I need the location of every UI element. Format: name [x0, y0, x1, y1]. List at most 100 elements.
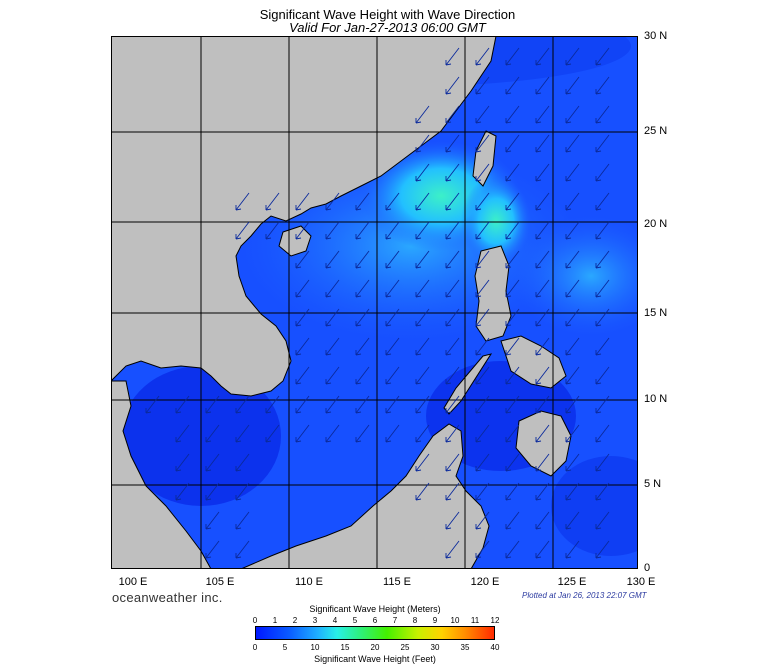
wave-arrow	[445, 134, 460, 153]
wave-arrow	[505, 540, 520, 559]
colorbar	[255, 626, 495, 640]
borneo	[240, 423, 490, 569]
wave-arrow	[595, 279, 610, 298]
wave-arrow	[295, 279, 310, 298]
wave-arrow	[535, 47, 550, 66]
wave-arrow	[445, 424, 460, 443]
colorbar-title-meters: Significant Wave Height (Meters)	[309, 604, 441, 614]
wave-arrow	[535, 279, 550, 298]
wave-arrow	[325, 366, 340, 385]
wave-arrow	[505, 134, 520, 153]
wave-arrow	[475, 366, 490, 385]
wave-arrow	[415, 395, 430, 414]
wave-arrow	[475, 250, 490, 269]
wave-arrow	[445, 163, 460, 182]
wave-arrow	[565, 279, 580, 298]
wave-arrow	[295, 366, 310, 385]
wave-arrow	[535, 76, 550, 95]
wave-arrow	[595, 105, 610, 124]
wave-arrow	[505, 308, 520, 327]
wave-arrow	[325, 337, 340, 356]
mainland-asia	[111, 36, 497, 397]
wave-arrow	[355, 395, 370, 414]
wave-arrow	[415, 250, 430, 269]
wave-arrow	[505, 395, 520, 414]
wave-arrow	[505, 424, 520, 443]
chart-title: Significant Wave Height with Wave Direct…	[259, 7, 516, 22]
wave-arrow	[205, 395, 220, 414]
wave-arrow	[475, 482, 490, 501]
wave-arrow	[205, 453, 220, 472]
wave-arrow	[535, 453, 550, 472]
wave-arrow	[505, 453, 520, 472]
wave-arrow	[535, 424, 550, 443]
wave-arrow	[475, 453, 490, 472]
colorbar-meter-tick: 12	[490, 616, 500, 625]
colorbar-meter-tick: 3	[312, 616, 318, 625]
map-frame	[111, 36, 638, 569]
wave-arrow	[505, 279, 520, 298]
wave-arrow	[235, 395, 250, 414]
wave-arrow	[475, 76, 490, 95]
wave-arrow	[415, 279, 430, 298]
wave-arrow	[565, 221, 580, 240]
wave-arrow	[415, 163, 430, 182]
wave-arrow	[595, 511, 610, 530]
wave-arrow	[325, 279, 340, 298]
wave-arrow	[475, 511, 490, 530]
wave-arrow	[385, 424, 400, 443]
wave-arrow	[265, 192, 280, 211]
wave-arrow	[235, 540, 250, 559]
colorbar-meter-tick: 7	[392, 616, 398, 625]
colorbar-meter-tick: 2	[292, 616, 298, 625]
land	[111, 36, 572, 569]
wave-arrow	[565, 482, 580, 501]
wave-arrow	[595, 366, 610, 385]
colorbar-meter-tick: 6	[372, 616, 378, 625]
wave-arrow	[235, 192, 250, 211]
colorbar-feet-tick: 5	[282, 643, 288, 652]
wave-arrow	[505, 337, 520, 356]
wave-arrow	[535, 250, 550, 269]
plotted-timestamp: Plotted at Jan 26, 2013 22:07 GMT	[522, 591, 647, 600]
wave-arrow	[535, 540, 550, 559]
wave-arrow	[565, 105, 580, 124]
wave-arrow	[385, 308, 400, 327]
wave-arrow	[415, 192, 430, 211]
wave-arrow	[445, 337, 460, 356]
wave-arrow	[295, 250, 310, 269]
lon-label-130e: 130 E	[626, 576, 656, 588]
wave-arrow	[145, 395, 160, 414]
wave-arrow	[565, 250, 580, 269]
colorbar-title-feet: Significant Wave Height (Feet)	[314, 654, 436, 664]
wave-arrow	[565, 511, 580, 530]
wave-arrow	[595, 395, 610, 414]
wave-arrow	[475, 221, 490, 240]
wave-arrow	[565, 163, 580, 182]
wave-arrow	[385, 279, 400, 298]
lon-label-115e: 115 E	[383, 576, 411, 588]
wave-arrow	[475, 105, 490, 124]
wave-arrow	[535, 308, 550, 327]
wave-arrow	[565, 540, 580, 559]
wave-arrow	[325, 395, 340, 414]
wave-arrow	[535, 192, 550, 211]
wave-arrow	[565, 337, 580, 356]
wave-arrow	[565, 366, 580, 385]
wave-arrow	[385, 395, 400, 414]
wave-arrow	[535, 134, 550, 153]
wave-height-map	[111, 36, 638, 569]
lat-label-20n: 20 N	[644, 218, 668, 230]
wave-arrow	[385, 221, 400, 240]
wave-arrow	[475, 279, 490, 298]
wave-arrow	[505, 76, 520, 95]
wave-arrow	[535, 221, 550, 240]
wave-arrow	[565, 47, 580, 66]
wave-arrow	[595, 221, 610, 240]
wave-arrow	[505, 511, 520, 530]
wave-arrow	[505, 47, 520, 66]
hainan-island	[278, 225, 312, 257]
wave-arrow	[355, 424, 370, 443]
wave-arrow	[595, 424, 610, 443]
wave-arrow	[535, 105, 550, 124]
